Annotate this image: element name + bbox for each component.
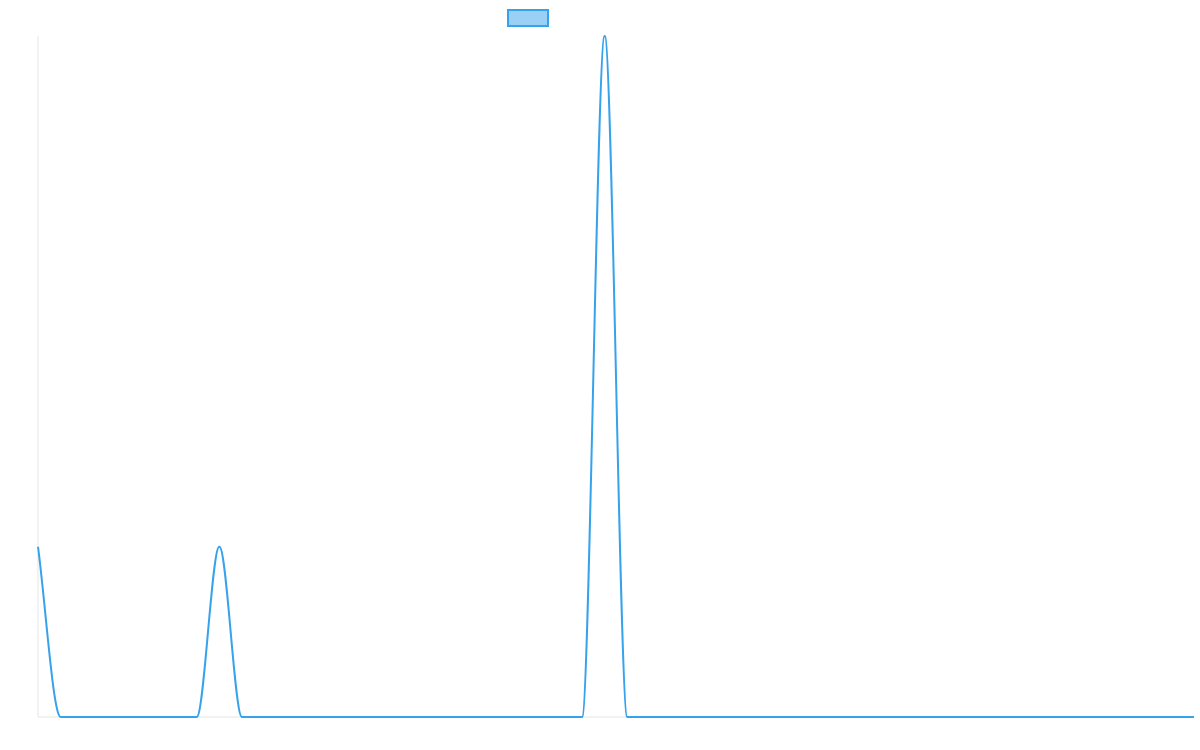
legend-swatch (507, 9, 549, 27)
series-line (37, 35, 1194, 719)
